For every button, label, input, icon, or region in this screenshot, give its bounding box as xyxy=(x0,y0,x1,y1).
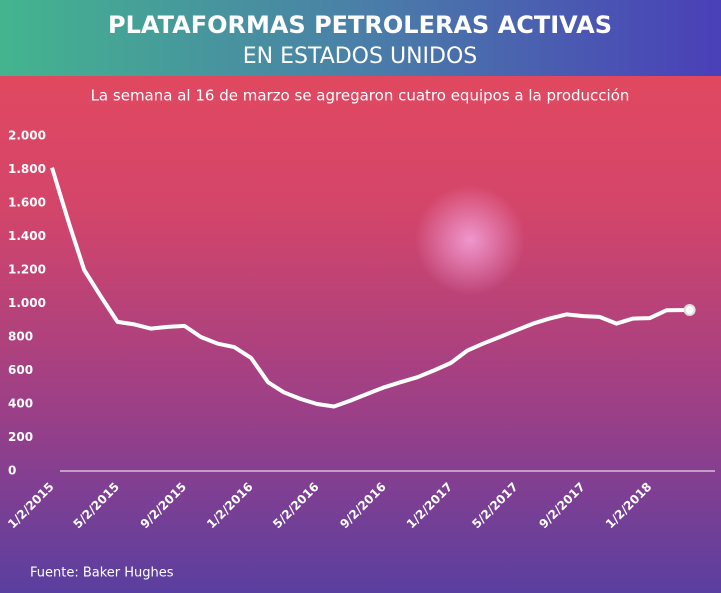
y-tick-label: 1.800 xyxy=(8,162,46,176)
title: PLATAFORMAS PETROLERAS ACTIVAS xyxy=(108,11,612,39)
end-point xyxy=(683,304,696,317)
sun-decoration xyxy=(415,185,525,295)
y-tick-label: 1.600 xyxy=(8,196,46,210)
annotation: La semana al 16 de marzo se agregaron cu… xyxy=(91,87,630,105)
y-tick-label: 1.200 xyxy=(8,263,46,277)
subtitle: EN ESTADOS UNIDOS xyxy=(243,44,477,69)
y-tick-label: 2.000 xyxy=(8,129,46,143)
y-tick-label: 800 xyxy=(8,330,33,344)
source: Fuente: Baker Hughes xyxy=(30,566,174,581)
y-tick-label: 0 xyxy=(8,464,16,478)
line xyxy=(50,167,690,409)
y-tick-label: 400 xyxy=(8,397,33,411)
y-tick-label: 1.000 xyxy=(8,296,46,310)
y-tick-label: 600 xyxy=(8,363,33,377)
header xyxy=(0,0,721,76)
y-tick-label: 200 xyxy=(8,430,33,444)
y-tick-label: 1.400 xyxy=(8,229,46,243)
